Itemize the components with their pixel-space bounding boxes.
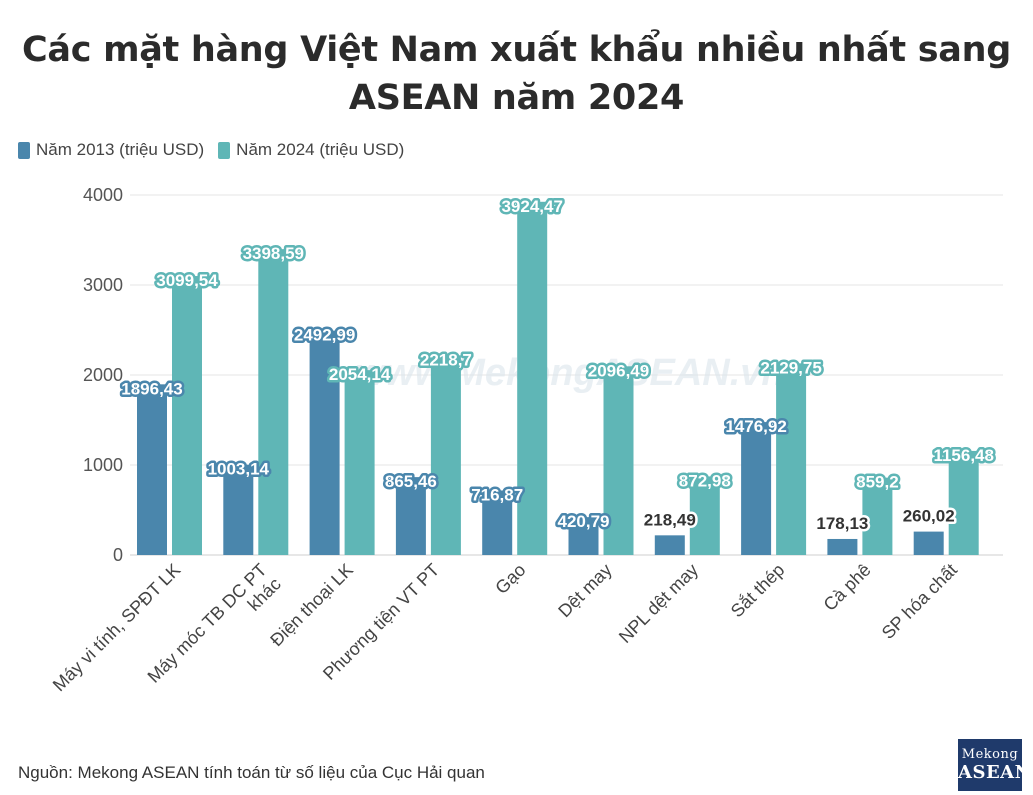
x-tick-label: Điện thoại LK bbox=[266, 560, 357, 651]
data-label: 865,46 bbox=[385, 472, 437, 491]
x-tick-label-line: SP hóa chất bbox=[878, 560, 961, 643]
bar-2024 bbox=[430, 355, 461, 555]
x-tick-label-line: Dệt may bbox=[554, 560, 616, 622]
legend-swatch-2024 bbox=[218, 141, 231, 159]
data-label: 218,49 bbox=[644, 510, 696, 529]
bar-2013 bbox=[309, 330, 340, 555]
logo-line-2: ASEAN bbox=[958, 762, 1032, 783]
legend-label-2013: Năm 2013 (triệu USD) bbox=[36, 140, 205, 159]
data-label: 260,02 bbox=[903, 507, 955, 526]
bar-2013 bbox=[223, 464, 254, 555]
y-tick-label: 2000 bbox=[83, 365, 123, 385]
legend-item-2024: Năm 2024 (triệu USD) bbox=[218, 140, 404, 160]
bar-2024 bbox=[776, 363, 807, 555]
data-label: 2129,75 bbox=[760, 358, 821, 377]
data-label: 1156,48 bbox=[933, 446, 994, 465]
source-note: Nguồn: Mekong ASEAN tính toán từ số liệu… bbox=[18, 763, 485, 782]
bar-2024 bbox=[344, 370, 375, 555]
bar-2013 bbox=[654, 535, 685, 555]
data-label: 3099,54 bbox=[156, 271, 218, 290]
x-tick-label-line: NPL dệt may bbox=[615, 560, 702, 647]
data-label: 2492,99 bbox=[294, 326, 355, 345]
x-tick-label: SP hóa chất bbox=[878, 560, 961, 643]
bar-2024 bbox=[689, 476, 720, 555]
data-label: 2096,49 bbox=[588, 361, 649, 380]
bar-2024 bbox=[862, 477, 893, 555]
bar-2013 bbox=[827, 538, 858, 555]
logo-line-1: Mekong bbox=[961, 747, 1019, 762]
bar-2013 bbox=[482, 490, 513, 555]
data-label: 1476,92 bbox=[725, 417, 786, 436]
legend-label-2024: Năm 2024 (triệu USD) bbox=[236, 140, 405, 159]
x-tick-label: Dệt may bbox=[554, 560, 616, 622]
x-tick-label: NPL dệt may bbox=[615, 560, 702, 647]
x-tick-label-line: Điện thoại LK bbox=[266, 560, 357, 651]
data-label: 2218,7 bbox=[420, 350, 472, 369]
data-label: 178,13 bbox=[816, 514, 868, 533]
bar-chart: 0 1000 2000 3000 4000 www.MekongASEAN.vn 1896,… bbox=[49, 185, 1003, 695]
legend: Năm 2013 (triệu USD) Năm 2024 (triệu USD… bbox=[18, 140, 418, 160]
data-label: 2054,14 bbox=[329, 365, 391, 384]
bar-2024 bbox=[258, 249, 289, 556]
x-tick-label: Gạo bbox=[491, 560, 529, 598]
x-tick-label: Sắt thép bbox=[726, 559, 788, 621]
mekong-asean-logo: Mekong ASEAN bbox=[958, 739, 1032, 791]
bar-2024 bbox=[517, 201, 548, 555]
legend-item-2013: Năm 2013 (triệu USD) bbox=[18, 140, 204, 160]
data-label: 1896,43 bbox=[121, 379, 182, 398]
data-label: 1003,14 bbox=[208, 460, 270, 479]
bar-2024 bbox=[172, 276, 202, 555]
watermark: www.MekongASEAN.vn bbox=[355, 352, 784, 394]
x-tick-label-line: Cà phê bbox=[820, 560, 875, 615]
y-tick-label: 3000 bbox=[83, 275, 123, 295]
bar-2013 bbox=[568, 517, 599, 555]
bar-2013 bbox=[395, 477, 426, 555]
data-label: 716,87 bbox=[471, 485, 523, 504]
y-tick-label: 4000 bbox=[83, 185, 123, 205]
y-tick-label: 0 bbox=[113, 545, 123, 565]
bar-2013 bbox=[913, 531, 944, 555]
bar-2024 bbox=[948, 450, 979, 555]
bar-2024 bbox=[603, 366, 634, 555]
data-label: 859,2 bbox=[856, 473, 899, 492]
x-tick-label: Cà phê bbox=[820, 560, 875, 615]
bar-2013 bbox=[741, 422, 772, 555]
x-tick-label-line: Sắt thép bbox=[726, 559, 788, 621]
data-label: 3398,59 bbox=[243, 244, 304, 263]
x-tick-label-line: Gạo bbox=[491, 560, 529, 598]
bar-2013 bbox=[137, 384, 167, 555]
legend-swatch-2013 bbox=[18, 141, 30, 159]
data-label: 3924,47 bbox=[501, 197, 562, 216]
y-tick-label: 1000 bbox=[83, 455, 123, 475]
chart-title: Các mặt hàng Việt Nam xuất khẩu nhiều nh… bbox=[22, 30, 1011, 118]
data-label: 420,79 bbox=[558, 512, 610, 531]
data-label: 872,98 bbox=[679, 471, 731, 490]
